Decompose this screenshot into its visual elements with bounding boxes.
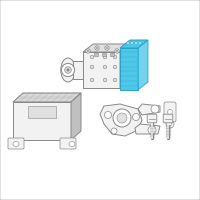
Ellipse shape [61,58,75,82]
Bar [28,106,56,118]
Polygon shape [138,104,160,115]
Circle shape [131,42,133,44]
Circle shape [90,65,94,69]
Circle shape [113,109,131,127]
Polygon shape [138,40,148,90]
Bar [73,61,86,79]
Ellipse shape [61,63,75,77]
Polygon shape [71,93,81,140]
Ellipse shape [69,142,75,146]
Circle shape [87,50,89,52]
Polygon shape [83,44,130,52]
Circle shape [106,47,108,49]
Bar [110,52,114,55]
Polygon shape [13,93,81,102]
Circle shape [103,55,107,59]
Bar [94,52,98,55]
Circle shape [86,49,90,53]
Circle shape [90,55,94,59]
Circle shape [115,49,119,53]
Circle shape [103,78,107,82]
Circle shape [166,120,174,128]
Circle shape [132,114,140,120]
Polygon shape [135,124,160,134]
Circle shape [66,68,70,72]
Bar [102,52,106,55]
Circle shape [148,126,156,134]
FancyBboxPatch shape [147,114,157,123]
Circle shape [90,78,94,82]
Circle shape [113,65,117,69]
Polygon shape [120,40,148,48]
Polygon shape [120,48,138,90]
FancyBboxPatch shape [8,138,24,149]
Circle shape [113,78,117,82]
Circle shape [104,112,112,118]
Circle shape [151,105,159,113]
Circle shape [113,55,117,59]
Circle shape [103,65,107,69]
FancyBboxPatch shape [163,114,173,123]
Circle shape [116,50,118,52]
Circle shape [168,110,172,114]
Circle shape [168,122,172,126]
Ellipse shape [65,67,71,73]
Ellipse shape [13,142,19,146]
Circle shape [135,42,137,44]
Circle shape [139,42,141,44]
Polygon shape [83,52,120,88]
Circle shape [127,42,129,44]
FancyBboxPatch shape [60,138,76,149]
Circle shape [111,128,117,134]
Circle shape [95,46,99,50]
FancyBboxPatch shape [164,102,176,122]
Circle shape [105,46,109,50]
Polygon shape [100,104,142,136]
Circle shape [117,113,127,123]
Polygon shape [120,44,130,88]
Polygon shape [13,102,71,140]
Circle shape [96,47,98,49]
